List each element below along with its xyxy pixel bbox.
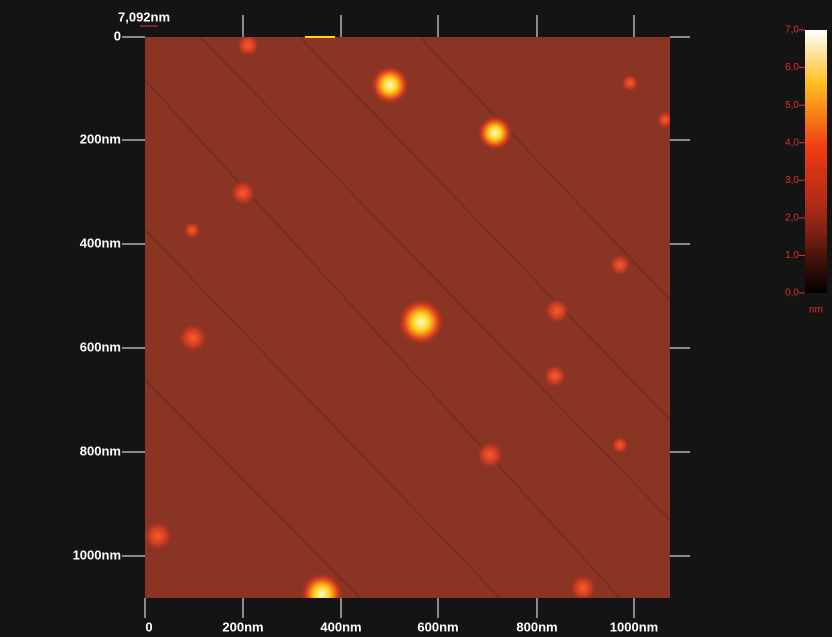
y-tick-label: 0 — [114, 28, 121, 43]
y-tick-label: 200nm — [80, 131, 121, 146]
colorbar-label: 6,0 — [785, 62, 799, 73]
colorbar-unit: nm — [809, 305, 823, 316]
x-tick-label: 400nm — [320, 619, 361, 634]
x-tick-label: 0 — [145, 619, 152, 634]
colorbar-label: 4,0 — [785, 137, 799, 148]
scale-label: 7,092nm — [118, 9, 170, 24]
y-tick-label: 400nm — [80, 235, 121, 250]
colorbar-label: 1,0 — [785, 250, 799, 261]
colorbar-label: 5,0 — [785, 100, 799, 111]
colorbar-label: 7,0 — [785, 25, 799, 36]
y-tick-label: 600nm — [80, 339, 121, 354]
colorbar-label: 2,0 — [785, 212, 799, 223]
x-tick-label: 800nm — [516, 619, 557, 634]
colorbar-label: 0,0 — [785, 288, 799, 299]
y-tick-label: 800nm — [80, 443, 121, 458]
y-tick-label: 1000nm — [73, 547, 121, 562]
x-tick-label: 1000nm — [610, 619, 658, 634]
x-tick-label: 600nm — [417, 619, 458, 634]
afm-view: 7,092nm 0 200nm 400nm 600nm 800nm 1000nm 0 200n… — [0, 0, 832, 637]
x-tick-label: 200nm — [222, 619, 263, 634]
colorbar — [805, 30, 827, 293]
colorbar-label: 3,0 — [785, 175, 799, 186]
